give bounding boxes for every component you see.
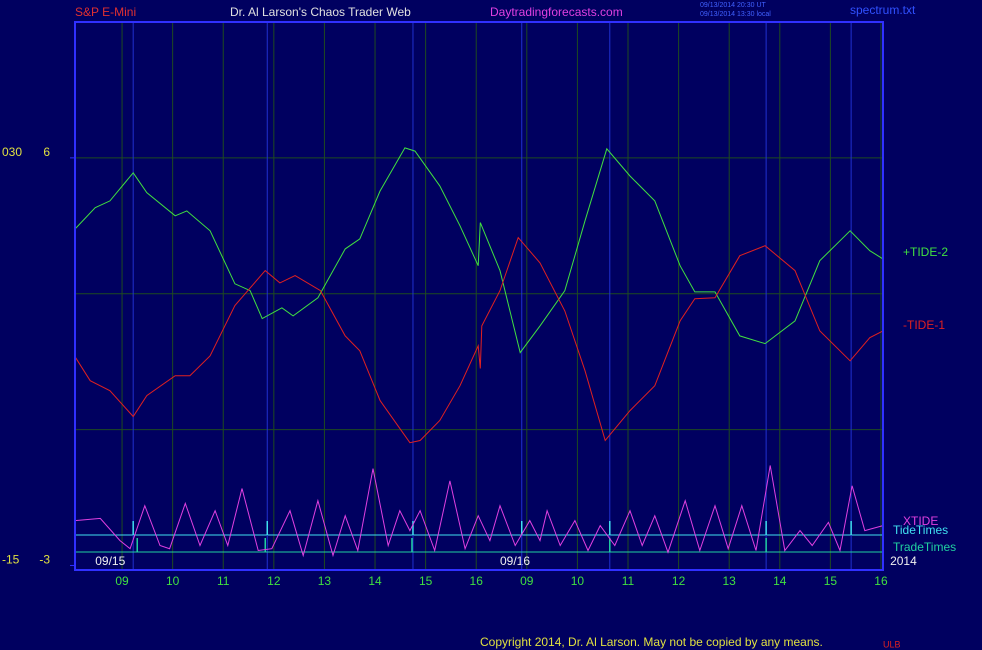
series-line [74, 465, 884, 558]
x-tick-label: 11 [622, 574, 635, 588]
legend-label: TideTimes [893, 523, 948, 537]
x-tick-label: 09 [520, 574, 534, 588]
series-line [74, 236, 884, 444]
file-name: spectrum.txt [850, 3, 916, 17]
x-tick-label: 11 [217, 574, 230, 588]
y2-tick-label: -15 [2, 553, 20, 567]
x-tick-label: 13 [318, 574, 332, 588]
timestamp: 09/13/2014 13:30 local [700, 11, 771, 18]
y-tick-label: -3 [39, 553, 50, 567]
series-line [74, 147, 884, 354]
x-tick-label: 14 [773, 574, 787, 588]
subtitle: Dr. Al Larson's Chaos Trader Web [230, 5, 411, 19]
legend-label: XTIDE [903, 514, 938, 528]
x-tick-label: 12 [267, 574, 281, 588]
copyright: Copyright 2014, Dr. Al Larson. May not b… [480, 635, 823, 649]
x-tick-label: 16 [470, 574, 484, 588]
x-tick-label: 10 [571, 574, 585, 588]
timestamp: 09/13/2014 20:30 UT [700, 2, 766, 9]
x-tick-label: 16 [874, 574, 888, 588]
y-tick-label: 6 [43, 145, 50, 159]
x-tick-label: 15 [824, 574, 838, 588]
date-label: 09/16 [500, 554, 530, 568]
x-tick-label: 14 [368, 574, 382, 588]
legend-label: TradeTimes [893, 540, 956, 554]
legend-label: +TIDE-2 [903, 245, 948, 259]
date-label: 09/15 [95, 554, 125, 568]
x-tick-label: 12 [672, 574, 686, 588]
legend-label: -TIDE-1 [903, 318, 945, 332]
x-tick-label: 09 [115, 574, 129, 588]
x-tick-label: 10 [166, 574, 180, 588]
x-tick-label: 13 [723, 574, 737, 588]
site: Daytradingforecasts.com [490, 5, 623, 19]
date-label: 2014 [890, 554, 917, 568]
plot-border [74, 21, 884, 571]
mark: ULB [883, 639, 901, 649]
chart-title: S&P E-Mini [75, 5, 136, 19]
y2-tick-label: 030 [2, 145, 22, 159]
x-tick-label: 15 [419, 574, 433, 588]
